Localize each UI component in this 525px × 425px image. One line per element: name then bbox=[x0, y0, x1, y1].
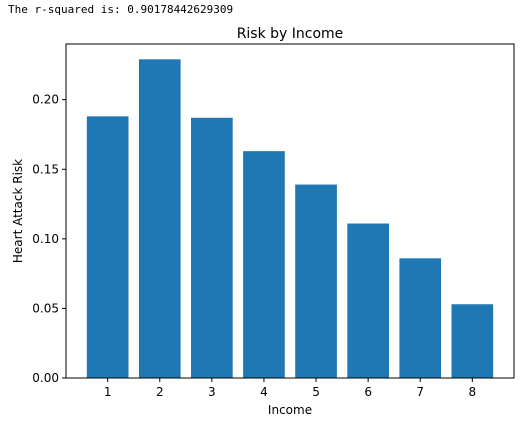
bars-group bbox=[86, 59, 494, 378]
y-tick-label-2: 0.10 bbox=[32, 232, 59, 246]
x-tick-label-4: 4 bbox=[260, 385, 268, 399]
x-axis-label: Income bbox=[268, 403, 312, 417]
x-tick-label-1: 1 bbox=[104, 385, 112, 399]
x-tick-label-3: 3 bbox=[208, 385, 216, 399]
plot-frame bbox=[65, 43, 515, 379]
x-tick-label-2: 2 bbox=[156, 385, 164, 399]
y-axis: 0.00 0.05 0.10 0.15 0.20 bbox=[32, 93, 66, 385]
x-tick-label-7: 7 bbox=[416, 385, 424, 399]
y-tick-label-0: 0.00 bbox=[32, 371, 59, 385]
bar-3 bbox=[191, 117, 233, 378]
bar-7 bbox=[399, 258, 442, 378]
y-tick-label-3: 0.15 bbox=[32, 162, 59, 176]
cell-output-text: The r-squared is: 0.90178442629309 bbox=[8, 3, 234, 16]
bar-2 bbox=[138, 59, 181, 378]
bar-4 bbox=[243, 151, 285, 378]
y-tick-label-4: 0.20 bbox=[32, 93, 59, 107]
chart-title: Risk by Income bbox=[237, 26, 344, 42]
x-axis: 1 2 3 4 5 6 7 8 bbox=[104, 378, 476, 399]
x-tick-label-5: 5 bbox=[312, 385, 320, 399]
x-tick-label-8: 8 bbox=[469, 385, 477, 399]
x-tick-label-6: 6 bbox=[364, 385, 372, 399]
bar-8 bbox=[451, 304, 494, 378]
y-tick-label-1: 0.05 bbox=[32, 301, 59, 315]
y-axis-label: Heart Attack Risk bbox=[11, 159, 25, 263]
bar-1 bbox=[86, 116, 129, 378]
bar-6 bbox=[347, 223, 389, 378]
bar-5 bbox=[295, 184, 337, 378]
